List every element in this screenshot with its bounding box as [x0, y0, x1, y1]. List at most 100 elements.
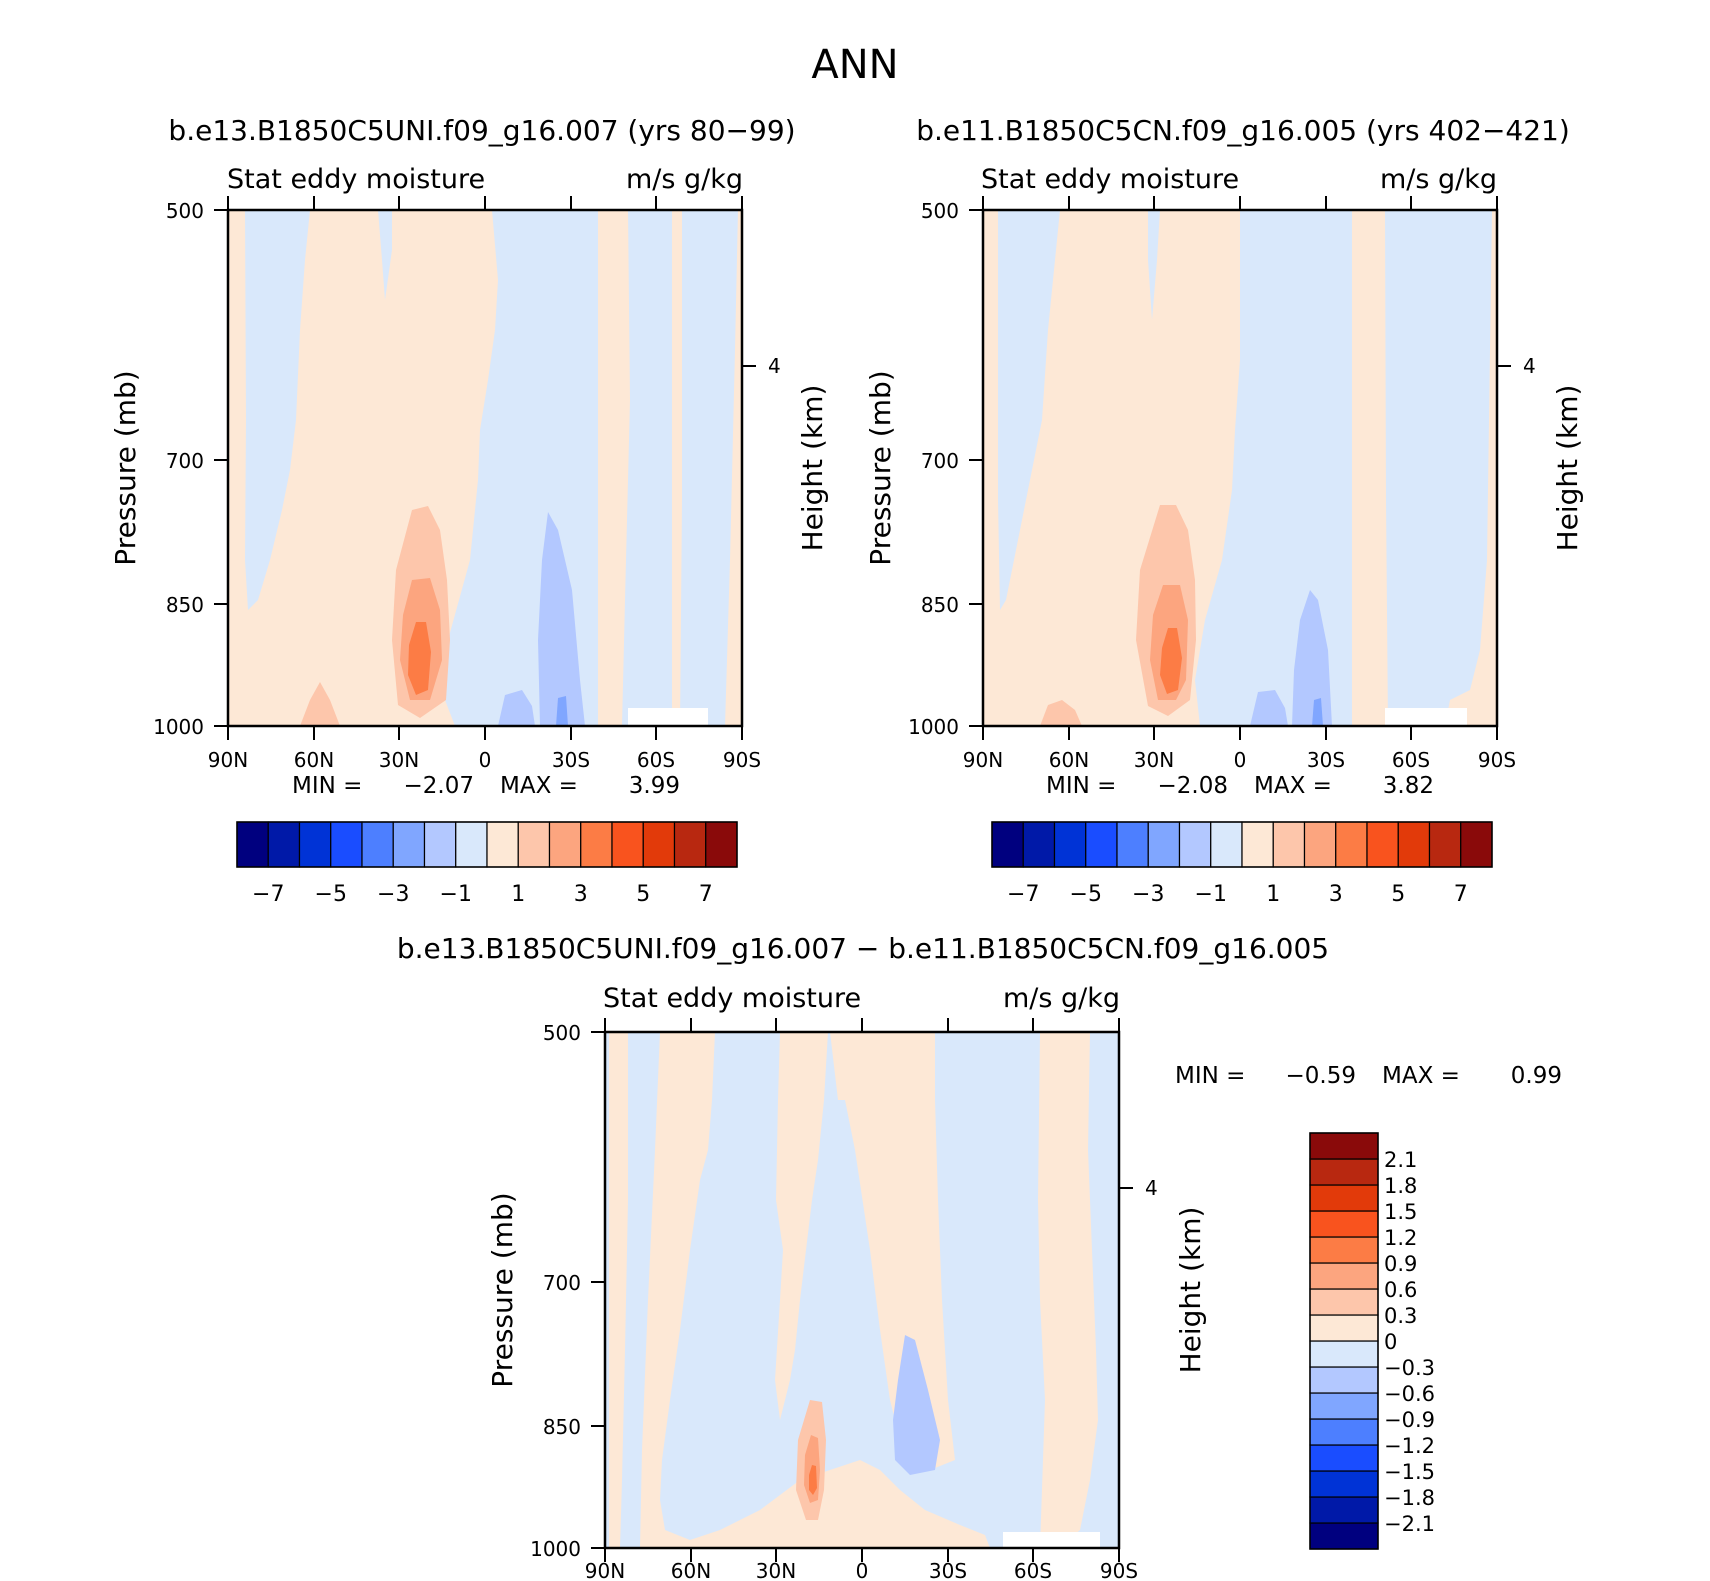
colorbar-tick-label: −1 — [1195, 882, 1227, 907]
panel-3-title: b.e13.B1850C5UNI.f09_g16.007 − b.e11.B18… — [397, 932, 1329, 965]
panel-2-y-tick-label: 850 — [921, 593, 959, 617]
colorbar-tick-label: −0.3 — [1384, 1356, 1435, 1380]
panel-control-left: b.e13.B1850C5UNI.f09_g16.007 (yrs 80−99)… — [109, 114, 829, 907]
panel-2-x-tick-label: 30N — [1134, 748, 1174, 772]
panel-1-field — [228, 210, 742, 726]
panel-1-right-axis-label: Height (km) — [796, 385, 829, 552]
colorbar-swatch — [1309, 1496, 1379, 1524]
panel-1-units-label: m/s g/kg — [626, 164, 743, 195]
panel-3-y-tick-label: 700 — [543, 1271, 581, 1295]
colorbar-swatch — [361, 821, 394, 868]
colorbar-swatch — [580, 821, 613, 868]
panel-1-negative-band-mid — [378, 210, 392, 300]
panel-2-y-tick-label: 1000 — [908, 715, 959, 739]
colorbar-swatch — [1309, 1314, 1379, 1342]
colorbar-tick-label: −0.9 — [1384, 1408, 1435, 1432]
panel-3-x-tick-label: 60S — [1014, 1559, 1052, 1581]
panel-2-max-text: MAX = — [1254, 773, 1332, 799]
panel-1-y-axis-label: Pressure (mb) — [109, 370, 142, 565]
colorbar-swatch — [1085, 821, 1118, 868]
colorbar-swatch — [236, 821, 269, 868]
panel-2-y-tick-label: 500 — [921, 199, 959, 223]
panel-1-strong-negative-spot — [556, 696, 568, 726]
panel-2-axis-ticks — [969, 196, 1511, 740]
colorbar-swatch — [1309, 1262, 1379, 1290]
panel-3-colorbar: −2.1−1.8−1.5−1.2−0.9−0.6−0.300.30.60.91.… — [1309, 1132, 1435, 1550]
colorbar-swatch — [1309, 1184, 1379, 1212]
colorbar-tick-label: −3 — [1132, 882, 1164, 907]
panel-2-negative-band-mid — [1148, 210, 1160, 320]
panel-2-right-tick-label: 4 — [1523, 354, 1536, 378]
panel-3-positive-band-southmid — [1038, 1032, 1098, 1548]
panel-1-x-tick-label: 60S — [637, 748, 675, 772]
panel-1-min-value: −2.07 — [404, 773, 474, 799]
panel-1-medium-negative-blob-floor — [498, 690, 535, 726]
colorbar-swatch — [330, 821, 363, 868]
panel-3-y-tick-label: 500 — [543, 1021, 581, 1045]
panel-3-max-value: 0.99 — [1511, 1063, 1562, 1089]
panel-2-negative-band-south — [1385, 210, 1492, 726]
colorbar-swatch — [1241, 821, 1274, 868]
colorbar-tick-label: 2.1 — [1384, 1148, 1417, 1172]
colorbar-swatch — [517, 821, 551, 868]
colorbar-swatch — [1366, 821, 1399, 868]
colorbar-swatch — [1397, 821, 1431, 868]
panel-2-y-tick-label: 700 — [921, 449, 959, 473]
panel-2-x-tick-label: 90S — [1478, 748, 1516, 772]
colorbar-tick-label: −3 — [377, 882, 409, 907]
panel-2-strong-negative-spot — [1312, 698, 1323, 726]
colorbar-swatch — [1309, 1470, 1379, 1498]
colorbar-swatch — [1335, 821, 1368, 868]
panel-1-x-tick-label: 30N — [379, 748, 419, 772]
colorbar-tick-label: −1.8 — [1384, 1486, 1435, 1510]
panel-2-negative-band-north — [998, 210, 1060, 610]
panel-1-positive-surface-patch — [300, 682, 340, 726]
panel-3-max-text: MAX = — [1382, 1063, 1460, 1089]
panel-1-title: b.e13.B1850C5UNI.f09_g16.007 (yrs 80−99) — [168, 114, 795, 147]
colorbar-tick-label: −2.1 — [1384, 1512, 1435, 1536]
colorbar-swatch — [1309, 1340, 1379, 1368]
colorbar-tick-label: 0.6 — [1384, 1278, 1417, 1302]
panel-3-medium-negative-patch — [893, 1335, 940, 1475]
panel-3-y-tick-label: 1000 — [530, 1537, 581, 1561]
panel-2-min-value: −2.08 — [1158, 773, 1228, 799]
panel-3-min-text: MIN = — [1175, 1063, 1245, 1089]
panel-3-right-axis-label: Height (km) — [1174, 1207, 1207, 1374]
colorbar-swatch — [1309, 1444, 1379, 1472]
panel-control-right: b.e11.B1850C5CN.f09_g16.005 (yrs 402−421… — [864, 114, 1584, 907]
panel-1-x-tick-label: 90S — [723, 748, 761, 772]
colorbar-swatch — [298, 821, 332, 868]
colorbar-tick-label: −1.5 — [1384, 1460, 1435, 1484]
colorbar-swatch — [392, 821, 426, 868]
colorbar-swatch — [1022, 821, 1056, 868]
colorbar-tick-label: −7 — [1007, 882, 1039, 907]
panel-3-min-value: −0.59 — [1286, 1063, 1356, 1089]
colorbar-tick-label: 1 — [1266, 882, 1280, 907]
colorbar-tick-label: −5 — [1070, 882, 1102, 907]
panel-1-axis-ticks — [214, 196, 756, 740]
panel-2-field — [983, 210, 1497, 726]
colorbar-tick-label: 1.8 — [1384, 1174, 1417, 1198]
panel-3-positive-core-max — [809, 1465, 817, 1495]
panel-1-variable-label: Stat eddy moisture — [227, 164, 485, 195]
panel-3-y-tick-label: 850 — [543, 1415, 581, 1439]
colorbar-swatch — [1116, 821, 1149, 868]
panel-2-positive-core-max — [1160, 628, 1182, 694]
colorbar-tick-label: 5 — [1391, 882, 1405, 907]
colorbar-swatch — [642, 821, 676, 868]
panel-1-x-tick-label: 0 — [479, 748, 492, 772]
panel-3-positive-band-equator — [830, 1032, 955, 1470]
panel-1-y-tick-label: 500 — [166, 199, 204, 223]
colorbar-tick-label: 7 — [699, 882, 713, 907]
panel-2-medium-negative-blob-floor — [1250, 690, 1288, 726]
colorbar-swatch — [1309, 1158, 1379, 1186]
colorbar-swatch — [455, 821, 488, 868]
panel-1-min-text: MIN = — [292, 773, 362, 799]
colorbar-tick-label: −1.2 — [1384, 1434, 1435, 1458]
panel-3-x-tick-label: 0 — [856, 1559, 869, 1581]
colorbar-frame — [1309, 1132, 1379, 1550]
colorbar-tick-label: 1.2 — [1384, 1226, 1417, 1250]
panel-3-positive-band-north — [609, 1032, 628, 1548]
panel-1-colorbar: −7 −5 −3 −1 1 3 5 7 — [236, 821, 738, 907]
